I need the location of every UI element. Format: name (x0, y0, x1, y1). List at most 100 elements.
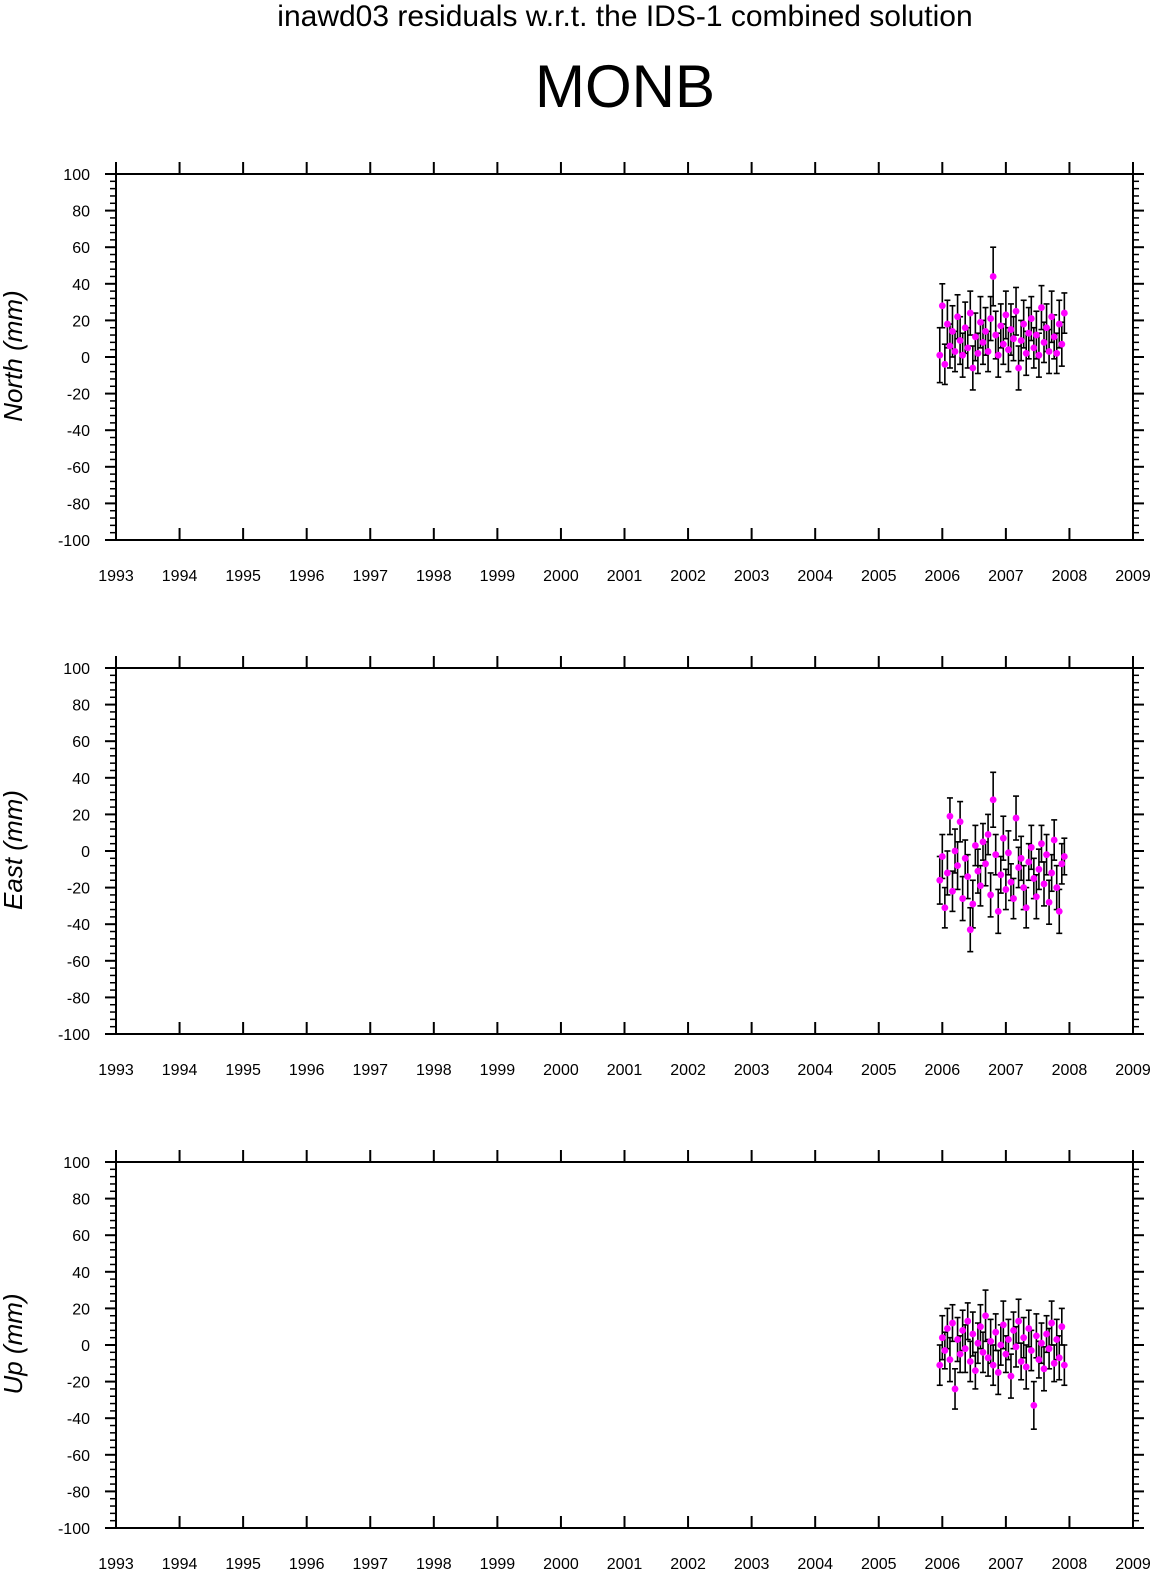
east-x-tick-label: 2008 (1052, 1062, 1088, 1079)
north-data-point (1038, 304, 1045, 311)
north-data-point (979, 338, 987, 346)
up-data-point (1050, 1359, 1058, 1367)
up-y-tick-label: -40 (67, 1411, 90, 1428)
up-data-point (1060, 1361, 1068, 1369)
north-data-point (1060, 309, 1068, 317)
east-x-tick-label: 2007 (988, 1062, 1024, 1079)
up-x-tick-label: 2008 (1052, 1556, 1088, 1573)
up-data-point (999, 1321, 1007, 1329)
east-data-point (1035, 865, 1043, 873)
east-data-point (1027, 843, 1035, 851)
east-data-point (949, 887, 956, 895)
north-data-point (1010, 335, 1017, 343)
north-data-point (1002, 311, 1010, 319)
north-data-point (966, 309, 974, 317)
up-data-point (989, 1361, 997, 1369)
east-y-tick-label: 60 (72, 734, 90, 751)
east-y-tick-label: -100 (58, 1027, 90, 1044)
east-x-tick-label: 2009 (1115, 1062, 1151, 1079)
up-x-tick-label: 2007 (988, 1556, 1024, 1573)
up-y-tick-label: 20 (72, 1301, 90, 1318)
up-data-point (984, 1354, 992, 1362)
east-data-point (1058, 860, 1066, 868)
north-plot-frame (115, 173, 1134, 541)
north-x-tick-label: 1997 (352, 568, 388, 585)
up-data-point (994, 1369, 1002, 1376)
east-data-point (951, 847, 959, 855)
north-data-point (971, 333, 979, 341)
north-y-tick-label: -40 (67, 423, 90, 440)
north-data-point (1017, 337, 1025, 344)
east-data-point (954, 862, 961, 870)
north-x-tick-label: 1999 (480, 568, 516, 585)
up-data-point (961, 1345, 969, 1353)
north-x-tick-label: 2008 (1052, 568, 1088, 585)
up-x-tick-label: 2000 (543, 1556, 579, 1573)
up-data-point (1027, 1347, 1035, 1354)
east-x-tick-label: 1998 (416, 1062, 452, 1079)
up-y-tick-label: 100 (63, 1155, 90, 1172)
north-data-point (984, 348, 992, 355)
up-y-tick-label: -80 (67, 1484, 90, 1501)
north-data-point (997, 322, 1005, 330)
north-data-point (992, 331, 1000, 339)
north-data-point (1040, 338, 1048, 346)
north-y-tick-label: -60 (67, 460, 90, 477)
north-data-point (964, 344, 972, 352)
east-data-point (1030, 875, 1038, 882)
east-data-point (1002, 886, 1010, 893)
north-y-tick-label: -20 (67, 387, 90, 404)
north-data-point (949, 327, 956, 335)
north-y-tick-label: 20 (72, 313, 90, 330)
east-data-point (943, 869, 951, 877)
east-data-point (1038, 840, 1045, 848)
up-data-point (982, 1312, 989, 1320)
north-data-point (1053, 349, 1061, 357)
east-x-tick-label: 2005 (861, 1062, 897, 1079)
up-data-point (1053, 1336, 1061, 1343)
north-y-tick-label: -100 (58, 533, 90, 550)
up-data-point (969, 1330, 977, 1338)
up-x-tick-label: 2002 (670, 1556, 706, 1573)
east-x-tick-label: 1996 (289, 1062, 325, 1079)
east-data-point (979, 838, 987, 846)
east-data-point (1022, 904, 1030, 912)
up-data-point (1025, 1325, 1033, 1332)
east-x-tick-label: 1993 (98, 1062, 134, 1079)
north-y-tick-label: 0 (81, 350, 90, 367)
north-data-point (1007, 326, 1015, 333)
up-x-tick-label: 1998 (416, 1556, 452, 1573)
up-x-tick-label: 1996 (289, 1556, 325, 1573)
north-data-point (941, 360, 949, 368)
north-data-point (1025, 329, 1033, 337)
east-data-point (961, 854, 969, 862)
east-data-point (1025, 858, 1033, 866)
east-data-point (941, 904, 949, 912)
up-data-point (1010, 1326, 1017, 1334)
up-data-point (1002, 1350, 1010, 1358)
north-data-point (1035, 351, 1043, 359)
east-data-point (974, 867, 982, 875)
up-y-tick-label: 80 (72, 1192, 90, 1209)
up-y-tick-label: -100 (58, 1521, 90, 1538)
up-x-tick-label: 2006 (925, 1556, 961, 1573)
up-data-point (1035, 1356, 1043, 1364)
up-data-point (997, 1341, 1005, 1349)
north-data-point (969, 364, 977, 372)
north-y-tick-label: 100 (63, 167, 90, 184)
up-data-point (1058, 1323, 1066, 1331)
north-x-tick-label: 2007 (988, 568, 1024, 585)
east-data-point (977, 882, 984, 890)
up-x-tick-label: 2009 (1115, 1556, 1151, 1573)
east-data-point (1015, 864, 1022, 871)
north-data-point (1022, 349, 1030, 357)
north-y-tick-label: 40 (72, 277, 90, 294)
north-data-point (1030, 344, 1038, 352)
up-data-point (974, 1339, 982, 1347)
up-x-tick-label: 2001 (607, 1556, 643, 1573)
up-data-point (1032, 1332, 1040, 1340)
east-x-tick-label: 1999 (480, 1062, 516, 1079)
north-y-axis-label: North (mm) (0, 290, 28, 421)
up-data-point (1007, 1372, 1015, 1380)
up-data-point (1015, 1317, 1022, 1325)
